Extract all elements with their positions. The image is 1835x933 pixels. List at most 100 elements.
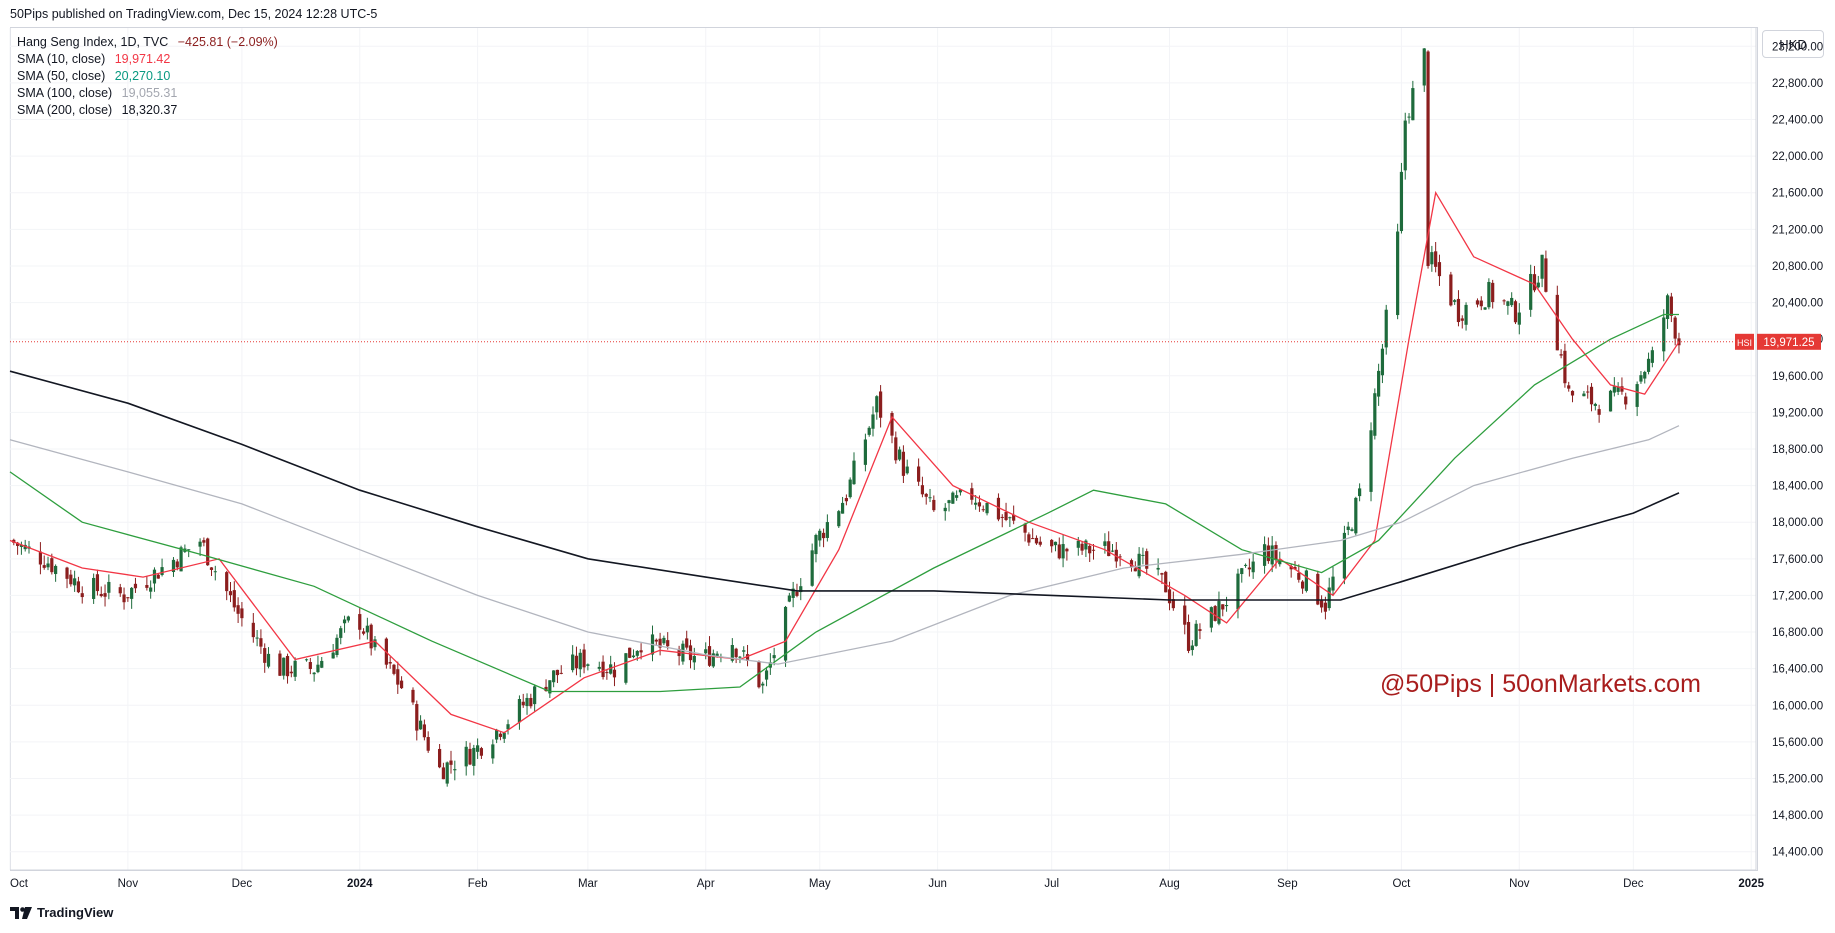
candle-body [1673,317,1677,339]
candle-body [1646,358,1651,372]
legend-sma50[interactable]: SMA (50, close) 20,270.10 [17,68,278,85]
candle-body [890,413,894,436]
y-tick-label: 20,400.00 [1772,298,1823,310]
candle-body [1012,514,1016,521]
candle-body [1145,551,1149,569]
candle-body [1186,622,1191,651]
candle-body [251,622,255,638]
x-tick-label: Jul [1044,878,1059,890]
candle-body [228,591,233,596]
candle-body [464,746,468,767]
candle-body [734,648,738,658]
candle-body [1004,512,1008,520]
candle-body [757,661,761,688]
candle-body [1167,589,1172,604]
candle-body [533,686,537,705]
candle-body [635,650,639,656]
footer-brand-label: TradingView [37,905,114,920]
candle-body [1289,566,1293,570]
candle-body [99,593,103,597]
candle-body [107,581,111,593]
candle-body [1221,604,1225,610]
candle-body [624,653,628,683]
footer-brand[interactable]: TradingView [10,905,113,920]
candle-body [411,689,415,703]
candle-body [1088,545,1092,554]
candle-body [206,538,210,566]
candle-body [232,590,236,608]
y-tick-label: 19,200.00 [1772,407,1823,419]
y-tick-label: 21,600.00 [1772,188,1823,200]
candle-body [1316,573,1320,605]
legend-sma200[interactable]: SMA (200, close) 18,320.37 [17,102,278,119]
x-tick-label: Mar [578,878,598,890]
candle-body [1639,375,1643,382]
candle-body [1141,554,1145,556]
sma100-line [9,425,1680,665]
candle-body [825,522,829,538]
x-tick-label: Aug [1159,878,1179,890]
candle-body [171,559,176,573]
legend-sma200-value: 18,320.37 [121,103,178,117]
candle-body [179,547,183,572]
candle-body [529,697,533,707]
candle-body [1456,298,1461,323]
candle-body [1023,523,1027,533]
candle-body [1422,48,1426,86]
candle-body [867,427,871,435]
candle-body [1377,370,1381,397]
candle-body [240,608,244,619]
x-tick-label: 2025 [1738,878,1764,890]
candle-body [871,414,875,429]
candle-body [225,572,229,592]
candle-body [958,489,963,493]
candle-body [517,699,522,723]
candle-body [437,748,442,768]
y-tick-label: 14,400.00 [1772,847,1823,859]
candle-body [1110,550,1115,552]
candle-body [331,652,335,659]
candle-body [1665,295,1670,319]
candle-body [977,502,982,507]
candle-body [711,653,715,667]
legend-symbol-row[interactable]: Hang Seng Index, 1D, TVC −425.81 (−2.09%… [17,34,278,51]
candle-body [1198,629,1202,631]
candle-body [814,534,818,555]
candle-body [266,653,271,667]
legend-sma10[interactable]: SMA (10, close) 19,971.42 [17,51,278,68]
x-tick-label: Jun [928,878,947,890]
candle-body [1597,409,1601,415]
candle-body [1331,576,1335,591]
candle-body [1008,517,1012,519]
candle-body [1582,393,1586,397]
candle-body [631,655,636,658]
candle-body [745,654,750,661]
candle-body [1536,282,1540,288]
candle-body [548,680,552,694]
candle-body [1449,274,1453,306]
candle-body [1635,384,1639,407]
y-tick-label: 21,200.00 [1772,224,1823,236]
currency-button[interactable]: HKD [1762,30,1824,58]
candle-body [951,492,955,504]
candle-body [574,655,579,669]
candle-body [1453,300,1457,302]
candle-body [840,502,845,514]
candle-body [1399,171,1404,232]
publisher-line: 50Pips published on TradingView.com, Dec… [10,7,378,21]
candle-body [688,645,693,661]
legend-sma10-label: SMA (10, close) [17,52,106,66]
candle-body [1270,545,1274,565]
legend-sma100[interactable]: SMA (100, close) 19,055.31 [17,85,278,102]
candle-body [1403,120,1407,171]
tradingview-logo-icon [10,906,32,919]
y-tick-label: 16,000.00 [1772,700,1823,712]
candle-body [422,724,426,738]
candle-body [498,733,503,737]
candle-body [1053,541,1058,546]
candle-body [1262,544,1267,566]
candle-body [799,586,803,593]
candle-body [491,744,495,759]
candle-body [16,542,20,546]
